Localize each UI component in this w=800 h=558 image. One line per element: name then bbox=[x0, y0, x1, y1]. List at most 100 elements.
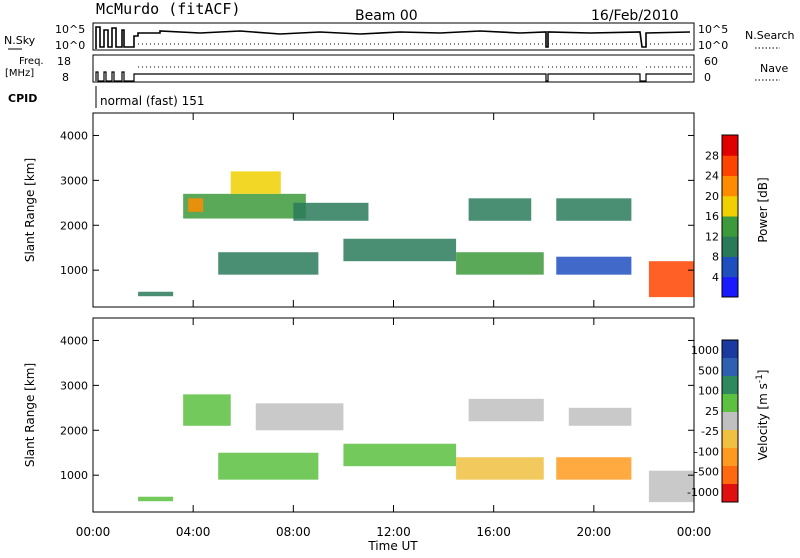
velocity-colorbar-swatch bbox=[722, 394, 738, 413]
velocity-colorbar-tick-label: 25 bbox=[705, 405, 719, 418]
power-colorbar-swatch bbox=[722, 195, 738, 217]
velocity-y-tick-label: 1000 bbox=[60, 469, 88, 482]
freq-label-line1: Freq. bbox=[19, 56, 44, 67]
velocity-colorbar-swatch bbox=[722, 358, 738, 377]
time-tick-label: 12:00 bbox=[376, 525, 411, 539]
power-panel: 1000 2000 3000 4000 Slant Range [km] 4 8 12 16… bbox=[23, 112, 770, 308]
time-tick-label: 00:00 bbox=[677, 525, 712, 539]
nave-label: Nave bbox=[760, 62, 788, 75]
velocity-region-4 bbox=[343, 443, 457, 467]
nsearch-tick-top: 10^5 bbox=[698, 23, 728, 36]
power-colorbar-tick-label: 12 bbox=[705, 230, 719, 243]
nsky-tick-top: 10^5 bbox=[55, 23, 85, 36]
time-axis: 00:00 04:00 08:00 12:00 16:00 20:00 00:00 bbox=[76, 113, 712, 539]
velocity-colorbar-swatch bbox=[722, 430, 738, 449]
power-region-11 bbox=[648, 261, 694, 298]
power-y-tick-label: 2000 bbox=[60, 219, 88, 232]
time-tick-label: 08:00 bbox=[276, 525, 311, 539]
freq-panel-frame bbox=[92, 54, 695, 83]
velocity-colorbar-tick-label: -1000 bbox=[687, 486, 719, 499]
date-title: 16/Feb/2010 bbox=[591, 8, 679, 24]
power-colorbar-swatch bbox=[722, 256, 738, 278]
power-heatmap bbox=[138, 171, 694, 298]
velocity-colorbar-swatch bbox=[722, 376, 738, 395]
time-tick-label: 20:00 bbox=[577, 525, 612, 539]
velocity-region-1 bbox=[183, 394, 231, 426]
nsearch-label: N.Search bbox=[745, 29, 795, 42]
power-y-tick-label: 3000 bbox=[60, 174, 88, 187]
power-colorbar-frame bbox=[721, 134, 739, 298]
velocity-colorbar-frame bbox=[721, 339, 739, 503]
power-colorbar-swatch bbox=[722, 276, 738, 298]
power-colorbar-swatch bbox=[722, 175, 738, 197]
nsky-panel-frame bbox=[92, 22, 695, 51]
velocity-y-label: Slant Range [km] bbox=[23, 363, 37, 467]
velocity-region-0 bbox=[138, 496, 174, 502]
velocity-region-9 bbox=[648, 470, 694, 503]
beam-title: Beam 00 bbox=[355, 8, 418, 24]
freq-tick-top: 18 bbox=[57, 55, 71, 68]
power-region-3 bbox=[230, 171, 281, 194]
power-colorbar-swatch bbox=[722, 155, 738, 176]
nsky-trace bbox=[95, 26, 691, 49]
velocity-region-6 bbox=[468, 398, 544, 422]
velocity-colorbar-tick-label: 100 bbox=[698, 385, 719, 398]
velocity-colorbar-tick-label: 500 bbox=[698, 364, 719, 377]
velocity-region-3 bbox=[218, 452, 319, 480]
freq-panel: Freq. [MHz] 18 8 60 0 Nave bbox=[5, 54, 788, 84]
power-region-2 bbox=[188, 198, 204, 212]
power-colorbar-tick-label: 28 bbox=[705, 149, 719, 162]
velocity-colorbar-tick-label: -25 bbox=[701, 425, 719, 438]
velocity-region-2 bbox=[255, 403, 344, 431]
nave-tick-bottom: 0 bbox=[704, 71, 711, 84]
velocity-y-ticks: 1000 2000 3000 4000 bbox=[60, 334, 694, 482]
power-colorbar-tick-label: 20 bbox=[705, 190, 719, 203]
power-colorbar-tick-label: 8 bbox=[712, 251, 719, 264]
power-colorbar-tick-label: 4 bbox=[712, 271, 719, 284]
freq-label-line2: [MHz] bbox=[5, 68, 34, 79]
velocity-region-5 bbox=[456, 457, 544, 480]
cpid-label: CPID bbox=[8, 92, 37, 105]
time-tick-label: 04:00 bbox=[176, 525, 211, 539]
power-region-10 bbox=[556, 256, 632, 275]
velocity-colorbar-tick-label: 1000 bbox=[691, 344, 719, 357]
velocity-colorbar-tick-label: -500 bbox=[694, 466, 719, 479]
power-colorbar-swatch bbox=[722, 216, 738, 237]
velocity-colorbar-swatch bbox=[722, 412, 738, 431]
power-region-5 bbox=[218, 252, 319, 275]
power-y-label: Slant Range [km] bbox=[23, 158, 37, 262]
power-region-6 bbox=[343, 238, 457, 262]
power-region-0 bbox=[138, 291, 174, 297]
velocity-colorbar-tick-label: -100 bbox=[694, 445, 719, 458]
freq-trace bbox=[95, 71, 692, 82]
nsky-label: N.Sky bbox=[4, 34, 36, 47]
time-axis-label: Time UT bbox=[367, 539, 418, 553]
velocity-y-tick-label: 4000 bbox=[60, 334, 88, 347]
velocity-colorbar-swatch bbox=[722, 340, 738, 359]
cpid-value: normal (fast) 151 bbox=[100, 94, 204, 108]
power-region-7 bbox=[456, 252, 544, 275]
power-region-4 bbox=[293, 202, 369, 221]
power-colorbar: 4 8 12 16 20 24 28 bbox=[705, 134, 739, 298]
power-region-1 bbox=[183, 193, 306, 219]
time-tick-label: 00:00 bbox=[76, 525, 111, 539]
power-y-tick-label: 4000 bbox=[60, 129, 88, 142]
freq-tick-bottom: 8 bbox=[62, 71, 69, 84]
time-tick-label: 16:00 bbox=[476, 525, 511, 539]
power-colorbar-label: Power [dB] bbox=[756, 177, 770, 242]
power-y-tick-label: 1000 bbox=[60, 264, 88, 277]
power-colorbar-swatch bbox=[722, 236, 738, 257]
velocity-region-8 bbox=[568, 407, 632, 426]
velocity-heatmap bbox=[138, 394, 694, 503]
station-title: McMurdo (fitACF) bbox=[96, 0, 241, 18]
velocity-colorbar: 1000 500 100 25 -25 -100 -500 -1000 bbox=[687, 339, 739, 503]
velocity-y-tick-label: 3000 bbox=[60, 379, 88, 392]
nsky-panel: N.Sky 10^5 10^0 10^5 10^0 N.Search bbox=[4, 22, 795, 52]
velocity-colorbar-swatch bbox=[722, 466, 738, 485]
velocity-colorbar-label: Velocity [m s-1] bbox=[755, 370, 770, 461]
velocity-region-7 bbox=[556, 457, 632, 480]
nsky-tick-bottom: 10^0 bbox=[55, 39, 85, 52]
velocity-panel: 1000 2000 3000 4000 Slant Range [km] 1000 50… bbox=[23, 317, 770, 513]
velocity-colorbar-swatch bbox=[722, 448, 738, 467]
